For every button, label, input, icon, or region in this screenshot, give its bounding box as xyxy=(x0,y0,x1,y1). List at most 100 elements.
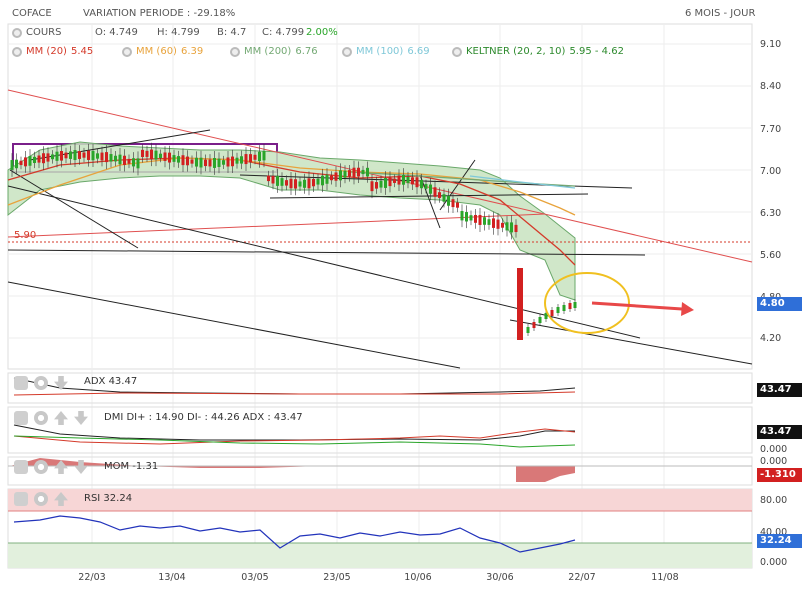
candle xyxy=(492,218,495,228)
mom-gear-icon[interactable] xyxy=(34,460,48,474)
candle xyxy=(568,303,572,309)
mm100-icon[interactable] xyxy=(342,46,352,57)
mm100-value: 6.69 xyxy=(407,46,430,57)
candle xyxy=(181,155,185,166)
candle xyxy=(132,158,135,167)
dmi-gear-icon[interactable] xyxy=(34,411,48,425)
high-value: H: 4.799 xyxy=(157,27,200,38)
trendline-black-9 xyxy=(419,174,441,229)
legend-cours[interactable]: COURS xyxy=(12,27,61,38)
candle xyxy=(375,182,378,189)
mom-label: MOM -1.31 xyxy=(104,461,159,472)
mm60-icon[interactable] xyxy=(122,46,132,57)
mm20-icon[interactable] xyxy=(12,46,22,57)
candle xyxy=(154,150,158,160)
candle xyxy=(240,156,243,164)
adx-tools[interactable] xyxy=(14,376,68,390)
candle xyxy=(262,150,266,161)
candle xyxy=(460,211,464,221)
candle xyxy=(136,158,140,169)
candle xyxy=(105,152,108,163)
price-tick: 7.00 xyxy=(760,166,782,177)
mom-tools[interactable] xyxy=(14,460,88,474)
mm60-value: 6.39 xyxy=(180,46,204,57)
mom-close-icon[interactable] xyxy=(14,460,28,474)
adx-gear-icon[interactable] xyxy=(34,376,48,390)
candle xyxy=(78,151,81,159)
candle xyxy=(100,152,104,161)
candle xyxy=(204,159,207,167)
trendline-black-8 xyxy=(509,319,753,365)
adx-close-icon[interactable] xyxy=(14,376,28,390)
arrow-line xyxy=(591,301,683,311)
rsi-label: RSI 32.24 xyxy=(84,493,133,504)
rsi-up-icon[interactable] xyxy=(54,492,68,506)
mm200-icon[interactable] xyxy=(230,46,240,57)
trendline-black-10 xyxy=(439,159,476,211)
horizontal-line-label: 5.90 xyxy=(14,230,37,241)
candle xyxy=(325,174,329,184)
legend-mm200[interactable]: MM (200) 6.76 xyxy=(230,46,318,57)
date-tick: 13/04 xyxy=(158,572,186,583)
price-tick: 9.10 xyxy=(760,39,782,50)
candle xyxy=(159,153,162,159)
candle xyxy=(208,159,212,167)
candle xyxy=(514,224,518,233)
dmi-down-icon[interactable] xyxy=(74,411,88,425)
candle xyxy=(289,178,293,189)
candle xyxy=(141,149,144,158)
adx-down-icon[interactable] xyxy=(54,376,68,390)
variation-periode: VARIATION PERIODE : -29.18% xyxy=(83,8,236,19)
candle xyxy=(415,177,419,188)
candle xyxy=(82,152,86,158)
candle xyxy=(190,159,194,164)
mom-up-icon[interactable] xyxy=(54,460,68,474)
close-change: 2.00% xyxy=(306,27,338,38)
date-tick: 22/03 xyxy=(78,572,106,583)
legend-mm60[interactable]: MM (60) 6.39 xyxy=(122,46,203,57)
date-tick: 30/06 xyxy=(486,572,514,583)
legend-mm20[interactable]: MM (20) 5.45 xyxy=(12,46,93,57)
candle xyxy=(573,302,577,308)
candle xyxy=(384,178,387,188)
candle xyxy=(235,157,239,164)
candle xyxy=(424,184,428,189)
candle xyxy=(501,222,504,228)
rsi-close-icon[interactable] xyxy=(14,492,28,506)
candle xyxy=(177,156,180,163)
cours-settings-icon[interactable] xyxy=(12,27,22,38)
candle xyxy=(379,180,383,188)
date-tick: 22/07 xyxy=(568,572,596,583)
candle xyxy=(150,149,153,160)
candle xyxy=(276,175,279,186)
candle xyxy=(361,169,365,175)
candle xyxy=(532,322,536,328)
dmi-label: DMI DI+ : 14.90 DI- : 44.26 ADX : 43.47 xyxy=(104,412,303,423)
candle xyxy=(42,153,45,164)
highlight-ellipse xyxy=(544,272,630,334)
candle xyxy=(316,178,320,185)
dmi-tools[interactable] xyxy=(14,411,88,425)
close-value: C: 4.799 xyxy=(262,27,305,38)
candle xyxy=(195,157,198,167)
trendline-black-1 xyxy=(7,249,646,256)
rsi-gear-icon[interactable] xyxy=(34,492,48,506)
candle xyxy=(267,175,270,182)
candle xyxy=(406,177,410,184)
rsi-line xyxy=(13,515,576,553)
mom-down-icon[interactable] xyxy=(74,460,88,474)
candle xyxy=(544,313,548,319)
dmi-up-icon[interactable] xyxy=(54,411,68,425)
candle xyxy=(366,167,369,177)
candle xyxy=(64,152,68,159)
candle xyxy=(496,219,500,229)
legend-mm100[interactable]: MM (100) 6.69 xyxy=(342,46,430,57)
dmi-close-icon[interactable] xyxy=(14,411,28,425)
rsi-tools[interactable] xyxy=(14,492,68,506)
candle xyxy=(244,154,248,165)
period-selector[interactable]: 6 MOIS - JOUR xyxy=(685,8,756,19)
legend-keltner[interactable]: KELTNER (20, 2, 10) 5.95 - 4.62 xyxy=(452,46,624,57)
keltner-icon[interactable] xyxy=(452,46,462,57)
